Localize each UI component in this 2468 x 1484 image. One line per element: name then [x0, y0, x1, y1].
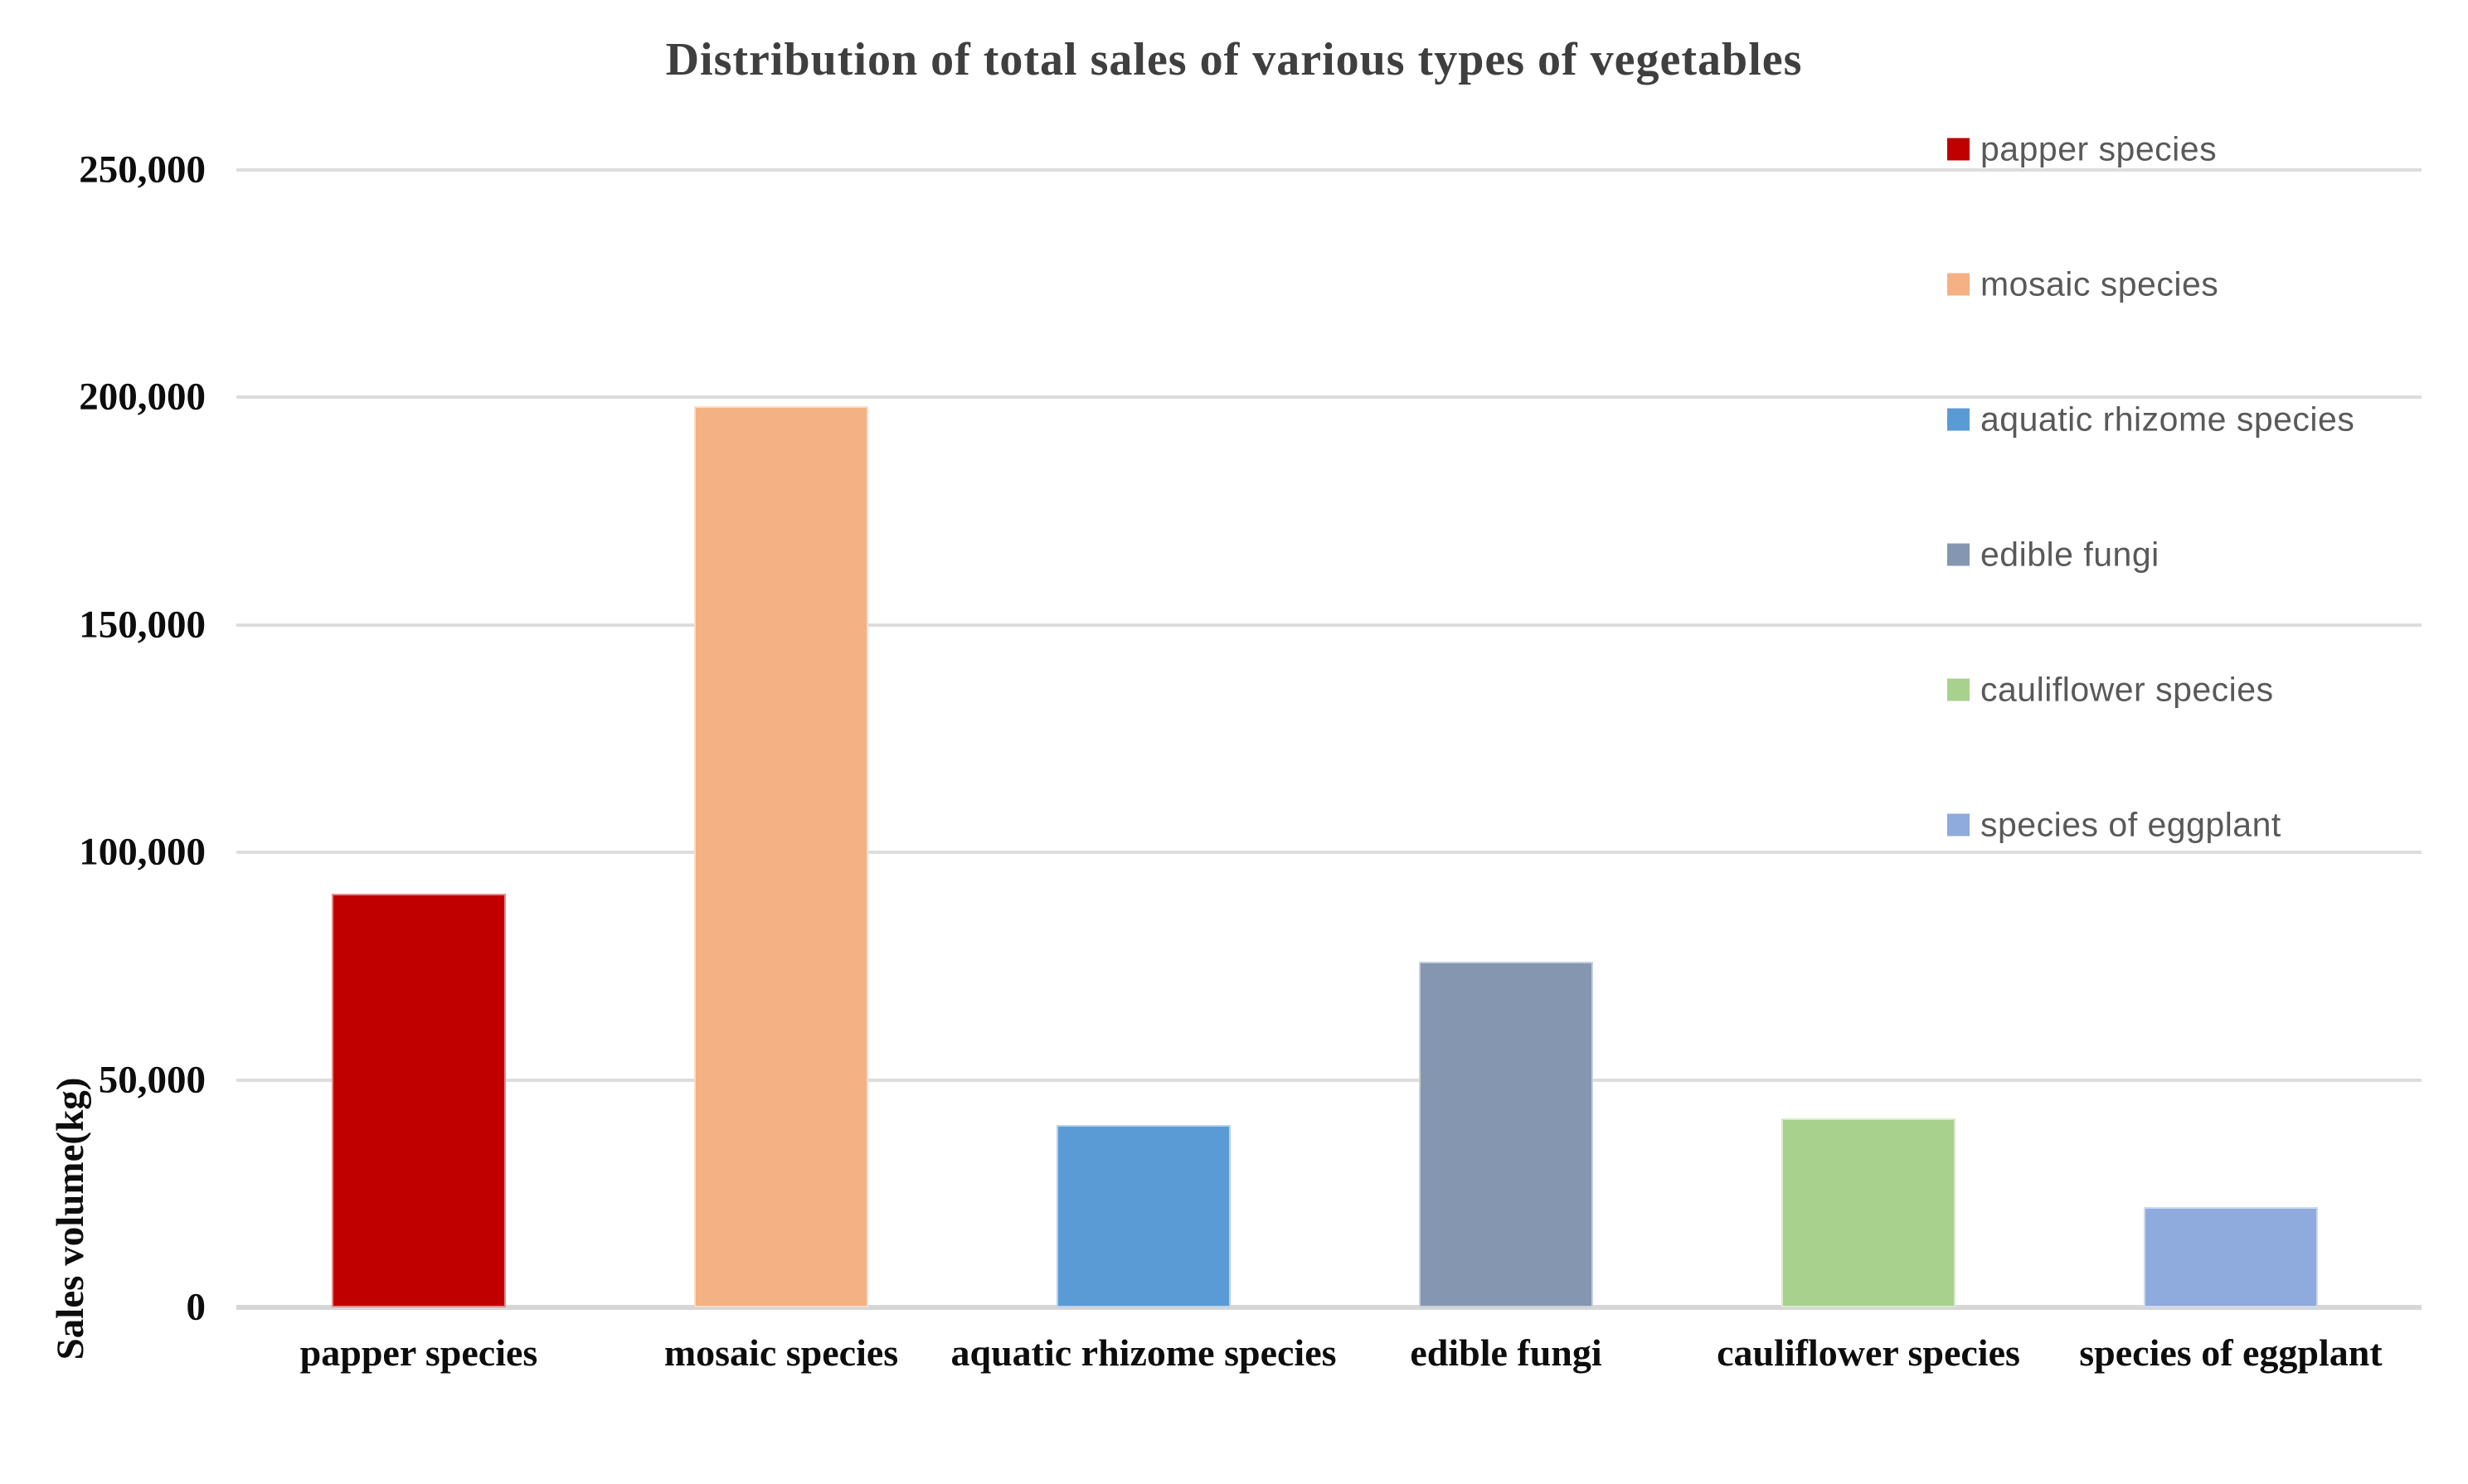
- bar-mosaic-species: [694, 406, 868, 1307]
- y-tick-label: 250,000: [79, 148, 206, 192]
- x-axis-label: species of eggplant: [2079, 1331, 2383, 1374]
- gridline: [236, 395, 2422, 400]
- legend-label: mosaic species: [1980, 264, 2219, 303]
- legend-color-swatch: [1947, 678, 1970, 701]
- y-tick-label: 50,000: [98, 1058, 206, 1102]
- x-axis-label: mosaic species: [663, 1331, 899, 1374]
- legend-item-species-of-eggplant: species of eggplant: [1947, 806, 2281, 845]
- bar-species-of-eggplant: [2144, 1207, 2318, 1307]
- gridline: [236, 851, 2422, 855]
- legend-item-edible-fungi: edible fungi: [1947, 536, 2160, 575]
- legend-item-cauliflower-species: cauliflower species: [1947, 671, 2274, 710]
- gridline: [236, 168, 2422, 172]
- y-tick-label: 200,000: [79, 375, 206, 419]
- gridline: [236, 1078, 2422, 1082]
- legend-item-aquatic-rhizome-species: aquatic rhizome species: [1947, 400, 2354, 439]
- y-tick-label: 150,000: [79, 603, 206, 647]
- y-tick-label: 100,000: [79, 830, 206, 874]
- legend-color-swatch: [1947, 138, 1970, 161]
- legend-color-swatch: [1947, 543, 1970, 566]
- x-axis-label: aquatic rhizome species: [950, 1331, 1337, 1374]
- legend-color-swatch: [1947, 813, 1970, 837]
- bar-aquatic-rhizome-species: [1057, 1125, 1231, 1307]
- chart-title: Distribution of total sales of various t…: [665, 34, 1803, 85]
- x-axis-line: [236, 1305, 2422, 1310]
- legend-color-swatch: [1947, 408, 1970, 431]
- legend-label: aquatic rhizome species: [1980, 400, 2355, 439]
- gridline: [236, 623, 2422, 627]
- x-axis-label: papper species: [299, 1331, 538, 1374]
- legend-color-swatch: [1947, 273, 1970, 296]
- bar-edible-fungi: [1419, 961, 1593, 1307]
- legend-label: papper species: [1980, 129, 2218, 168]
- legend-item-mosaic-species: mosaic species: [1947, 265, 2218, 304]
- x-axis-label: cauliflower species: [1717, 1331, 2020, 1374]
- x-axis-label: edible fungi: [1410, 1331, 1602, 1374]
- legend-item-papper-species: papper species: [1947, 130, 2217, 169]
- bar-cauliflower-species: [1781, 1118, 1955, 1307]
- legend-label: edible fungi: [1980, 535, 2160, 574]
- y-tick-label: 0: [186, 1285, 206, 1329]
- legend-label: cauliflower species: [1980, 670, 2274, 709]
- bar-papper-species: [332, 893, 506, 1307]
- legend-label: species of eggplant: [1980, 805, 2281, 844]
